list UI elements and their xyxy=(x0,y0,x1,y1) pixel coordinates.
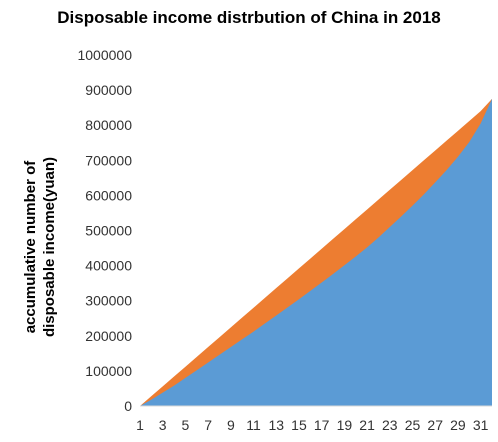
x-tick-label: 7 xyxy=(204,417,212,433)
y-tick-label: 400000 xyxy=(85,258,132,274)
x-tick-label: 31 xyxy=(473,417,489,433)
y-tick-label: 0 xyxy=(124,398,132,414)
chart-title: Disposable income distrbution of China i… xyxy=(57,8,441,27)
series-areas xyxy=(140,98,492,406)
y-tick-label: 700000 xyxy=(85,152,132,168)
x-tick-label: 29 xyxy=(450,417,466,433)
x-tick-label: 21 xyxy=(359,417,375,433)
x-tick-label: 25 xyxy=(405,417,421,433)
y-tick-label: 1000000 xyxy=(77,47,132,63)
y-tick-label: 600000 xyxy=(85,187,132,203)
y-tick-label: 500000 xyxy=(85,223,132,239)
x-tick-label: 19 xyxy=(337,417,353,433)
x-tick-label: 27 xyxy=(427,417,443,433)
y-tick-label: 800000 xyxy=(85,117,132,133)
area-series-2 xyxy=(140,98,492,406)
x-tick-label: 23 xyxy=(382,417,398,433)
x-tick-label: 5 xyxy=(182,417,190,433)
x-tick-label: 1 xyxy=(136,417,144,433)
y-tick-label: 200000 xyxy=(85,328,132,344)
x-tick-label: 11 xyxy=(246,417,261,433)
y-tick-label: 300000 xyxy=(85,293,132,309)
x-tick-labels: 1 3 5 7 9 11 13 15 17 19 21 23 25 27 29 31 xyxy=(136,417,489,433)
x-tick-label: 15 xyxy=(291,417,307,433)
x-tick-label: 3 xyxy=(159,417,167,433)
x-tick-label: 9 xyxy=(227,417,235,433)
y-tick-label: 900000 xyxy=(85,82,132,98)
y-tick-label: 100000 xyxy=(85,363,132,379)
x-tick-label: 17 xyxy=(314,417,330,433)
x-tick-label: 13 xyxy=(268,417,284,433)
y-tick-labels: 0 100000 200000 300000 400000 500000 600000 700… xyxy=(77,47,132,414)
